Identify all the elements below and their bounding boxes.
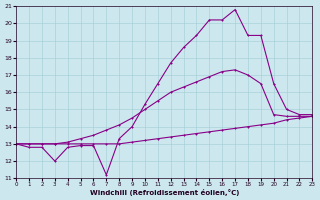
- X-axis label: Windchill (Refroidissement éolien,°C): Windchill (Refroidissement éolien,°C): [90, 189, 239, 196]
